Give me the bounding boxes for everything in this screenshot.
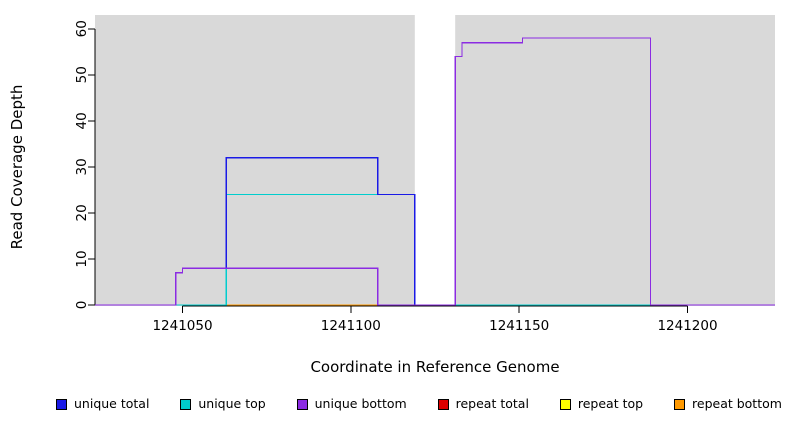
legend-swatch-unique-bottom	[296, 398, 308, 410]
legend-item-repeat-total: repeat total	[437, 396, 529, 411]
legend-item-repeat-bottom: repeat bottom	[674, 396, 782, 411]
plot-layers: 0 10 20 30 40 50 60 1241050 1241100 1241150 124120…	[74, 15, 775, 334]
legend-label: repeat bottom	[692, 396, 782, 411]
y-tick-label: 20	[74, 204, 90, 221]
legend-swatch-repeat-bottom	[674, 398, 686, 410]
legend-swatch-repeat-total	[437, 398, 449, 410]
x-tick-label: 1241050	[152, 318, 212, 334]
legend-item-unique-total: unique total	[56, 396, 150, 411]
legend-swatch-unique-total	[56, 398, 67, 410]
series-line-unique-bottom	[95, 37, 775, 306]
x-tick-label: 1241150	[489, 318, 549, 334]
y-tick-label: 50	[74, 66, 90, 83]
y-axis-title: Read Coverage Depth	[8, 85, 26, 250]
series-line-unique-top	[95, 193, 775, 306]
legend-item-repeat-top: repeat top	[559, 396, 644, 411]
legend-item-unique-top: unique top	[180, 396, 266, 411]
shaded-region	[455, 15, 775, 306]
y-tick-label: 0	[74, 301, 90, 310]
legend-item-unique-bottom: unique bottom	[296, 396, 407, 411]
y-tick-label: 10	[74, 250, 90, 267]
shaded-region	[95, 15, 415, 306]
legend-swatch-unique-top	[180, 398, 192, 410]
legend-label: unique bottom	[314, 396, 407, 411]
x-tick-label: 1241200	[657, 318, 717, 334]
legend-swatch-repeat-top	[559, 398, 571, 410]
x-axis-title: Coordinate in Reference Genome	[310, 358, 559, 376]
y-tick-label: 60	[74, 20, 90, 37]
legend-label: repeat top	[577, 396, 644, 411]
legend-label: repeat total	[455, 396, 529, 411]
legend-label: unique total	[74, 396, 150, 411]
y-tick-label: 30	[74, 158, 90, 175]
legend-label: unique top	[198, 396, 266, 411]
x-tick-label: 1241100	[321, 318, 381, 334]
y-tick-label: 40	[74, 112, 90, 129]
legend: unique total unique top unique bottom repea…	[0, 396, 792, 411]
coverage-plot: 0 10 20 30 40 50 60 1241050 1241100 1241150 124120…	[8, 15, 775, 376]
